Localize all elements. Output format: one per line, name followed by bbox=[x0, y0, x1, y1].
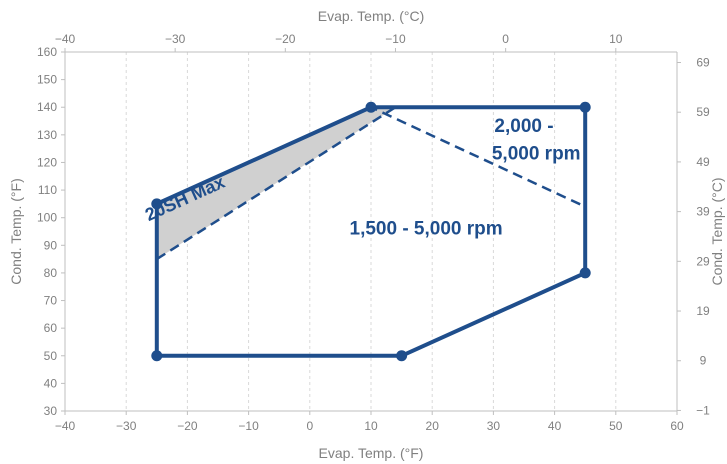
x-tick-label: −20 bbox=[177, 419, 198, 433]
envelope-point bbox=[151, 350, 163, 362]
x-tick-label: 0 bbox=[306, 419, 313, 433]
x-tick-label: 40 bbox=[548, 419, 562, 433]
y2-tick-label: 9 bbox=[700, 354, 707, 368]
envelope-point bbox=[579, 101, 591, 113]
y-tick-label: 160 bbox=[37, 45, 57, 59]
annotation-rpm-2: 5,000 rpm bbox=[492, 144, 581, 165]
y-tick-label: 110 bbox=[38, 183, 57, 197]
y2-tick-label: 29 bbox=[696, 254, 710, 268]
envelope-point bbox=[365, 101, 377, 113]
y2-tick-label: 69 bbox=[696, 55, 710, 69]
y-tick-label: 130 bbox=[37, 128, 57, 142]
x-tick-label: 20 bbox=[426, 419, 440, 433]
x-tick-label: −40 bbox=[55, 419, 76, 433]
y2-tick-label: 39 bbox=[696, 205, 710, 219]
x-tick-label: −30 bbox=[116, 419, 137, 433]
y-tick-label: 70 bbox=[44, 294, 58, 308]
y-tick-label: 50 bbox=[44, 349, 58, 363]
envelope-point bbox=[579, 267, 591, 279]
y-tick-label: 120 bbox=[37, 155, 57, 169]
x-tick-label: 50 bbox=[609, 419, 623, 433]
y-tick-label: 100 bbox=[37, 211, 57, 225]
envelope-point bbox=[396, 350, 408, 362]
y2-tick-label: 49 bbox=[696, 155, 710, 169]
y-tick-label: 60 bbox=[44, 321, 58, 335]
x-tick-label: −10 bbox=[238, 419, 259, 433]
x2-tick-label: 0 bbox=[502, 32, 509, 46]
x-tick-label: 60 bbox=[670, 419, 684, 433]
x2-tick-label: −20 bbox=[275, 32, 296, 46]
y-tick-label: 40 bbox=[44, 376, 58, 390]
x2-tick-label: 10 bbox=[609, 32, 623, 46]
y-axis-title: Cond. Temp. (°F) bbox=[8, 178, 24, 284]
y2-tick-label: 19 bbox=[696, 304, 710, 318]
y-tick-label: 80 bbox=[44, 266, 58, 280]
series-layer bbox=[151, 101, 591, 362]
y2-tick-label: 59 bbox=[696, 105, 710, 119]
x-axis-title: Evap. Temp. (°F) bbox=[319, 445, 424, 461]
envelope-point bbox=[151, 198, 163, 210]
annotation-rpm-1: 2,000 - bbox=[494, 116, 553, 137]
x2-tick-label: −40 bbox=[55, 32, 76, 46]
x2-tick-label: −10 bbox=[385, 32, 406, 46]
y-tick-label: 140 bbox=[37, 100, 57, 114]
annotation-rpm-3: 1,500 - 5,000 rpm bbox=[350, 218, 503, 239]
axes-layer: −40 −30 −20 −10 0 10 20 30 40 50 60304050607080901… bbox=[8, 8, 725, 461]
x-tick-label: 30 bbox=[487, 419, 501, 433]
x2-tick-label: −30 bbox=[165, 32, 186, 46]
y-tick-label: 90 bbox=[44, 238, 58, 252]
x-tick-label: 10 bbox=[364, 419, 378, 433]
x2-axis-title: Evap. Temp. (°C) bbox=[318, 8, 424, 24]
y-tick-label: 30 bbox=[44, 404, 58, 418]
y-tick-label: 150 bbox=[37, 73, 57, 87]
y2-tick-label: −1 bbox=[696, 403, 710, 417]
y2-axis-title: Cond. Temp. (°C) bbox=[709, 177, 725, 285]
